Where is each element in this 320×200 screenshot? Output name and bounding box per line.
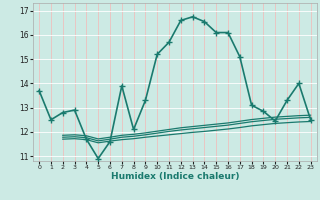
X-axis label: Humidex (Indice chaleur): Humidex (Indice chaleur) (111, 172, 239, 181)
